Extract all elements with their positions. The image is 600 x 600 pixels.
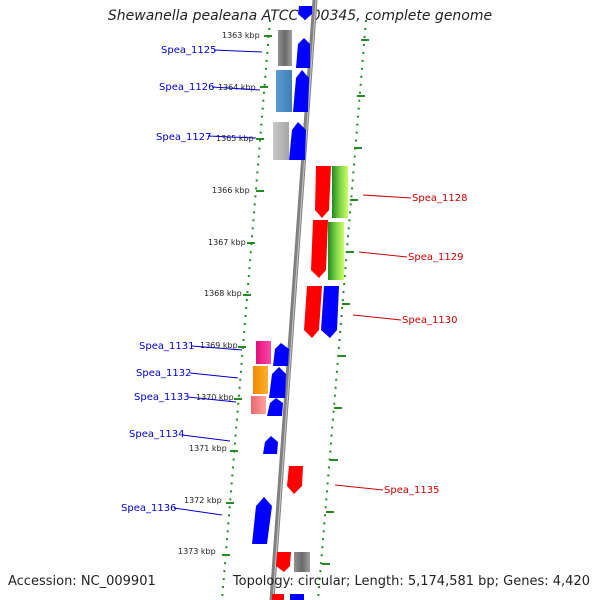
cog-box: [273, 122, 289, 160]
reverse-gene-arrow[interactable]: [304, 286, 322, 338]
forward-gene-arrow[interactable]: [298, 6, 312, 20]
gene-label-left[interactable]: Spea_1131: [139, 341, 194, 352]
kbp-label: 1365 kbp: [216, 134, 254, 143]
kbp-label: 1369 kbp: [200, 341, 238, 350]
accession-text: Accession: NC_009901: [8, 574, 156, 589]
topology-text: Topology: circular; Length: 5,174,581 bp…: [232, 574, 590, 589]
forward-gene-arrow[interactable]: [273, 343, 289, 366]
cog-box: [256, 341, 271, 364]
genome-backbone-highlight: [272, 0, 317, 600]
gene-label-right[interactable]: Spea_1130: [402, 315, 457, 326]
kbp-label: 1366 kbp: [212, 186, 250, 195]
reverse-gene-arrow[interactable]: [315, 166, 331, 218]
kbp-label: 1371 kbp: [189, 444, 227, 453]
forward-gene-arrow[interactable]: [263, 436, 278, 454]
right-dotted-track: [317, 19, 367, 600]
kbp-label: 1370 kbp: [196, 393, 234, 402]
gene-label-left[interactable]: Spea_1132: [136, 368, 191, 379]
reverse-gene-arrow[interactable]: [276, 552, 291, 572]
gene-label-right[interactable]: Spea_1128: [412, 193, 467, 204]
kbp-label: 1367 kbp: [208, 238, 246, 247]
gene-label-left[interactable]: Spea_1126: [159, 82, 214, 93]
cog-box: [294, 552, 310, 572]
cog-box: [278, 30, 292, 66]
kbp-label: 1372 kbp: [184, 496, 222, 505]
cog-box: [253, 366, 268, 394]
forward-gene-arrow[interactable]: [269, 367, 286, 398]
right-tick-marks: [322, 39, 369, 565]
gene-label-left[interactable]: Spea_1125: [161, 45, 216, 56]
left-tick-marks: [222, 35, 272, 556]
map-title: Shewanella pealeana ATCC 700345, complet…: [107, 8, 493, 24]
cog-box: [251, 396, 266, 414]
reverse-gene-arrow[interactable]: [287, 466, 303, 494]
cog-box: [328, 222, 344, 280]
reverse-gene-arrow[interactable]: [272, 594, 284, 600]
gene-label-left[interactable]: Spea_1133: [134, 392, 189, 403]
left-leader-lines: [173, 49, 263, 516]
right-leader-lines: [334, 194, 412, 491]
gene-label-left[interactable]: Spea_1136: [121, 503, 176, 514]
forward-gene-arrow[interactable]: [267, 398, 283, 416]
gene-label-right[interactable]: Spea_1129: [408, 252, 463, 263]
gene-label-left[interactable]: Spea_1134: [129, 429, 184, 440]
gene-label-left[interactable]: Spea_1127: [156, 132, 211, 143]
left-dotted-track: [221, 19, 271, 600]
kbp-label: 1364 kbp: [218, 83, 256, 92]
gene-label-right[interactable]: Spea_1135: [384, 485, 439, 496]
forward-gene-arrow[interactable]: [290, 594, 304, 600]
forward-gene-arrow[interactable]: [296, 38, 310, 68]
reverse-gene-arrow[interactable]: [311, 220, 328, 278]
cog-box: [332, 166, 348, 218]
cog-box: [276, 70, 292, 112]
kbp-label: 1373 kbp: [178, 547, 216, 556]
forward-gene-arrow[interactable]: [293, 70, 309, 112]
kbp-label: 1368 kbp: [204, 289, 242, 298]
forward-gene-arrow[interactable]: [289, 122, 306, 160]
kbp-label: 1363 kbp: [222, 31, 260, 40]
forward-gene-arrow[interactable]: [321, 286, 339, 338]
forward-gene-arrow[interactable]: [252, 497, 272, 544]
